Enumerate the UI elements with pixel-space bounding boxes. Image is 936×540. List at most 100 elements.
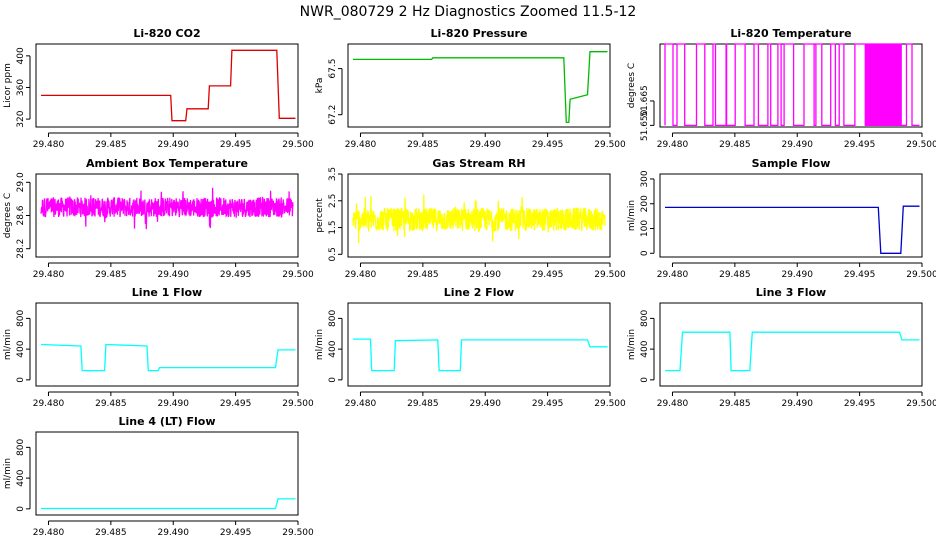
x-tick-label: 29.500 <box>282 140 314 150</box>
panel-4: Ambient Box Temperature 29.480 29.485 29.49… <box>3 157 314 280</box>
y-tick-label: 51.665 <box>640 85 650 117</box>
x-tick-label: 29.495 <box>220 399 252 409</box>
y-tick-label: 800 <box>328 310 338 327</box>
y-tick-label: 400 <box>640 340 650 357</box>
plot-frame <box>35 43 299 128</box>
panel-title: Line 1 Flow <box>132 286 202 299</box>
x-tick-label: 29.490 <box>781 270 813 280</box>
y-tick-label: 29.0 <box>16 172 26 192</box>
series-line <box>353 51 608 124</box>
x-tick-label: 29.485 <box>407 399 439 409</box>
x-tick-label: 29.495 <box>220 528 252 538</box>
y-tick-label: 800 <box>16 310 26 327</box>
series-line <box>665 331 920 372</box>
x-tick-label: 29.485 <box>407 140 439 150</box>
y-tick-label: 200 <box>640 195 650 212</box>
y-tick-label: 3.5 <box>328 167 338 181</box>
x-tick-label: 29.480 <box>33 399 65 409</box>
plot-frame <box>659 302 923 387</box>
x-tick-label: 29.490 <box>781 399 813 409</box>
panel-title: Sample Flow <box>752 157 831 170</box>
x-tick-label: 29.490 <box>469 399 501 409</box>
x-tick-label: 29.495 <box>532 399 564 409</box>
panels-grid: Li-820 CO2 29.480 29.485 29.490 29.495 29.500… <box>3 27 936 538</box>
series-line <box>665 205 920 254</box>
x-tick-label: 29.490 <box>469 270 501 280</box>
y-tick-label: 67.2 <box>328 105 338 125</box>
panel-title: Line 3 Flow <box>756 286 826 299</box>
x-tick-label: 29.495 <box>532 270 564 280</box>
x-tick-label: 29.490 <box>157 528 189 538</box>
panel-title: Ambient Box Temperature <box>86 157 248 170</box>
y-axis-label: ml/min <box>3 458 13 489</box>
x-tick-label: 29.500 <box>282 270 314 280</box>
x-tick-label: 29.490 <box>157 270 189 280</box>
y-axis-label: kPa <box>315 78 325 94</box>
x-tick-label: 29.480 <box>33 270 65 280</box>
plot-frame <box>35 431 299 516</box>
y-tick-label: 300 <box>640 170 650 187</box>
y-tick-label: 28.6 <box>16 205 26 225</box>
panel-9: Line 3 Flow 29.480 29.485 29.490 29.495 29.50… <box>627 286 936 409</box>
y-axis-label: ml/min <box>3 329 13 360</box>
x-tick-label: 29.500 <box>282 399 314 409</box>
x-tick-label: 29.490 <box>469 140 501 150</box>
plot-frame <box>347 173 611 258</box>
y-axis-label: ml/min <box>627 200 637 231</box>
y-tick-label: 2.5 <box>328 194 338 208</box>
y-tick-label: 800 <box>640 310 650 327</box>
y-tick-label: 67.5 <box>328 59 338 79</box>
y-tick-label: 0 <box>640 377 650 383</box>
series-line <box>41 49 296 122</box>
plot-frame <box>35 173 299 258</box>
series-line <box>352 194 606 244</box>
panel-8: Line 2 Flow 29.480 29.485 29.490 29.495 29.50… <box>315 286 626 409</box>
x-tick-label: 29.480 <box>33 140 65 150</box>
x-tick-label: 29.485 <box>95 399 127 409</box>
figure-title: NWR_080729 2 Hz Diagnostics Zoomed 11.5-… <box>300 4 637 20</box>
x-tick-label: 29.480 <box>345 140 377 150</box>
y-tick-label: 51.650 <box>640 109 650 141</box>
y-axis-label: Licor ppm <box>3 63 13 108</box>
y-tick-label: 400 <box>16 340 26 357</box>
y-axis-label: ml/min <box>315 329 325 360</box>
x-tick-label: 29.485 <box>407 270 439 280</box>
x-tick-label: 29.480 <box>345 270 377 280</box>
x-tick-label: 29.485 <box>719 140 751 150</box>
x-tick-label: 29.500 <box>906 270 936 280</box>
x-tick-label: 29.480 <box>657 399 689 409</box>
panel-5: Gas Stream RH 29.480 29.485 29.490 29.495 29.… <box>315 157 626 280</box>
plot-frame <box>35 302 299 387</box>
panel-title: Line 2 Flow <box>444 286 514 299</box>
series-line <box>41 498 296 510</box>
panel-title: Line 4 (LT) Flow <box>119 415 216 428</box>
x-tick-label: 29.485 <box>95 140 127 150</box>
x-tick-label: 29.485 <box>719 399 751 409</box>
panel-7: Line 1 Flow 29.480 29.485 29.490 29.495 29.50… <box>3 286 314 409</box>
series-line <box>40 187 294 230</box>
series-line <box>40 343 296 372</box>
x-tick-label: 29.495 <box>220 140 252 150</box>
panel-title: Gas Stream RH <box>432 157 525 170</box>
panel-title: Li-820 CO2 <box>133 27 200 40</box>
panel-6: Sample Flow 29.480 29.485 29.490 29.495 29.50… <box>627 157 936 280</box>
x-tick-label: 29.480 <box>657 140 689 150</box>
x-tick-label: 29.495 <box>220 270 252 280</box>
panel-title: Li-820 Pressure <box>431 27 528 40</box>
x-tick-label: 29.495 <box>844 270 876 280</box>
x-tick-label: 29.500 <box>594 270 626 280</box>
y-tick-label: 0 <box>16 506 26 512</box>
x-tick-label: 29.500 <box>282 528 314 538</box>
y-tick-label: 400 <box>16 469 26 486</box>
plot-frame <box>659 173 923 258</box>
x-tick-label: 29.500 <box>594 140 626 150</box>
y-tick-label: 400 <box>16 47 26 64</box>
y-tick-label: 0 <box>640 250 650 256</box>
y-tick-label: 400 <box>328 340 338 357</box>
panel-title: Li-820 Temperature <box>730 27 851 40</box>
x-tick-label: 29.495 <box>844 140 876 150</box>
panel-1: Li-820 CO2 29.480 29.485 29.490 29.495 29.500… <box>3 27 314 150</box>
y-axis-label: degrees C <box>627 63 637 108</box>
x-tick-label: 29.480 <box>657 270 689 280</box>
